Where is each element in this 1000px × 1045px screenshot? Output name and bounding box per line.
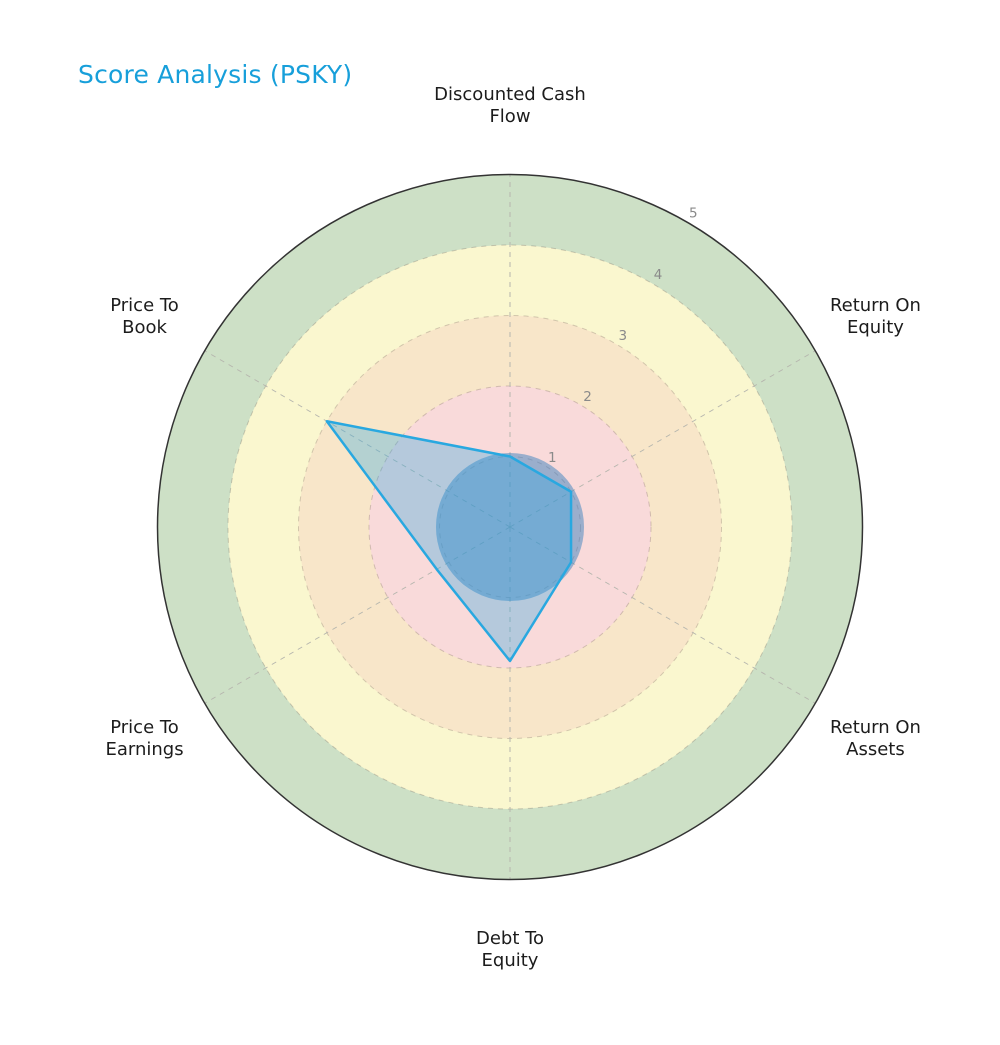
score-polygon: [325, 420, 573, 663]
axis-spoke-4: [204, 526, 511, 704]
radial-tick-label-5: 5: [689, 206, 698, 222]
axis-spoke-2: [509, 526, 816, 704]
axis-label-debt-to-equity: Debt To Equity: [476, 928, 544, 971]
outer-ring: [156, 173, 864, 881]
radial-tick-label-3: 3: [618, 328, 627, 344]
axis-label-discounted-cash-flow: Discounted Cash Flow: [434, 84, 586, 127]
axis-label-return-on-assets: Return On Assets: [830, 717, 921, 760]
radial-tick-label-4: 4: [654, 267, 663, 283]
axis-label-return-on-equity: Return On Equity: [830, 295, 921, 338]
reference-circle: [435, 452, 585, 602]
axis-spoke-1: [509, 350, 816, 528]
radial-tick-label-2: 2: [583, 389, 592, 405]
axis-label-price-to-earnings: Price To Earnings: [105, 717, 183, 760]
chart-title: Score Analysis (PSKY): [78, 60, 353, 89]
axis-spoke-5: [204, 350, 511, 528]
axis-label-price-to-book: Price To Book: [110, 295, 179, 338]
radial-tick-label-1: 1: [548, 450, 557, 466]
